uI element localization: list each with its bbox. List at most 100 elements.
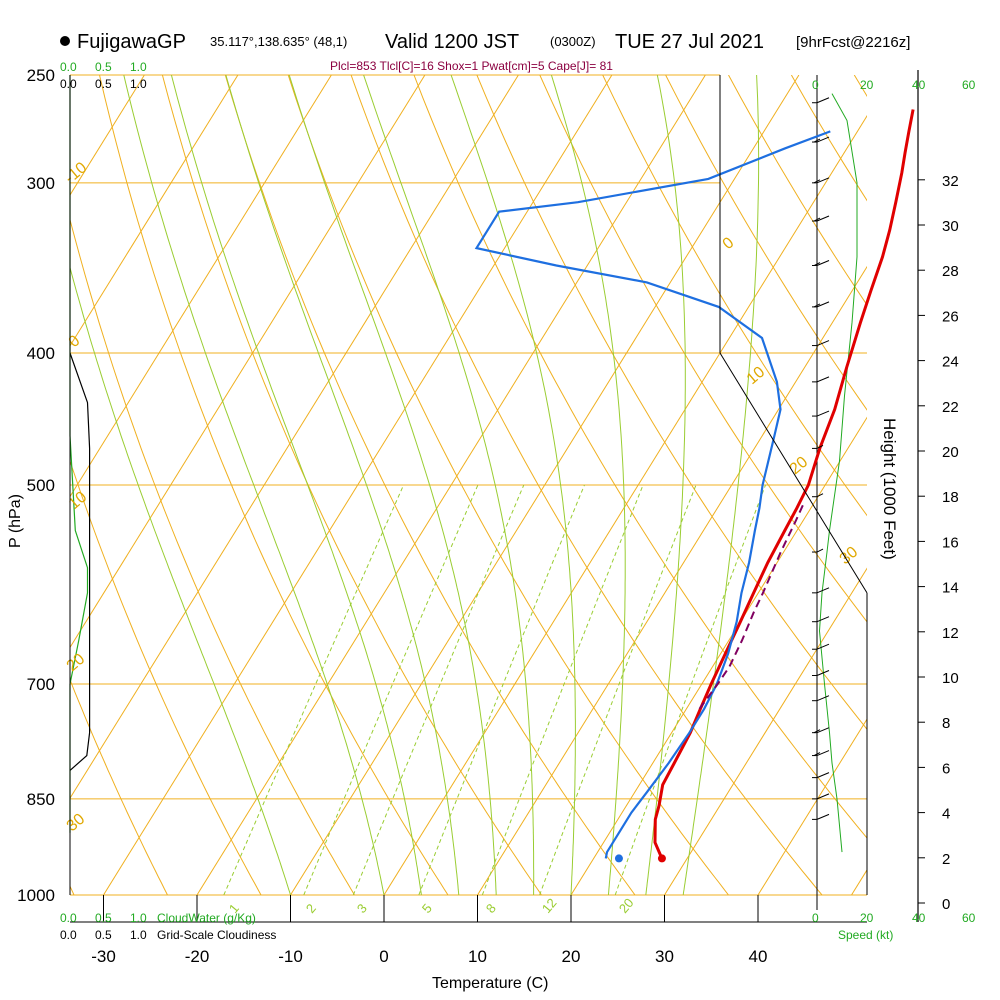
pressure-tick-label: 1000: [17, 886, 55, 905]
isotherm-label: 0: [720, 234, 738, 253]
wind-barb: [812, 813, 830, 820]
speed-scale-top-1: 20: [860, 78, 874, 92]
cloud-scale-bottom-black-1: 0.5: [95, 928, 112, 942]
height-tick-label: 30: [942, 218, 959, 235]
sounding-profiles: [474, 109, 915, 863]
speed-label: Speed (kt): [838, 928, 893, 942]
cloud-scale-bottom-green-1: 0.5: [95, 911, 112, 925]
dry-adiabat-line: [665, 75, 867, 411]
wind-barb-halfflag: [816, 548, 824, 553]
isotherm-line: [290, 75, 800, 895]
dry-adiabat-line: [70, 678, 168, 895]
mixing-ratio-line: [481, 484, 644, 895]
mixing-ratio-label: 12: [539, 895, 560, 916]
moist-adiabat-line: [170, 75, 422, 895]
speed-scale-bottom-0: 0: [812, 911, 819, 925]
dry-adiabat-line: [917, 75, 1000, 895]
wind-barb-flag: [816, 772, 830, 779]
surface-temperature-marker: [657, 854, 666, 863]
wind-barb-flag: [816, 215, 830, 222]
wind-barb: [812, 177, 830, 184]
cloud-scale-top-green-0: 0.0: [60, 60, 77, 74]
moist-adiabat-line: [550, 75, 626, 895]
cloudwater-line: [69, 75, 89, 833]
dry-adiabat-line: [350, 75, 823, 895]
isotherm-line: [70, 75, 519, 800]
mixing-ratio-label: 20: [616, 895, 637, 916]
parcel-line: [698, 502, 806, 710]
surface-dewpoint-marker: [614, 854, 623, 863]
isobar-lines: [70, 74, 867, 896]
height-tick-label: 10: [942, 670, 959, 687]
y-axis-label: P (hPa): [7, 494, 24, 548]
dry-adiabat-line: [476, 75, 867, 731]
height-tick-label: 6: [942, 760, 950, 777]
wind-barb-flag: [816, 695, 830, 702]
wind-barb: [812, 215, 830, 222]
wind-barb-flag: [816, 340, 830, 347]
height-axis-label: Height (1000 Feet): [880, 418, 899, 560]
dry-adiabat-line: [224, 75, 636, 895]
wind-barb: [812, 376, 830, 383]
wind-barb-flag: [816, 301, 830, 308]
cloud-scale-top-green-1: 0.5: [95, 60, 112, 74]
wind-barb-flag: [816, 813, 830, 820]
cloud-scale-bottom-green-0: 0.0: [60, 911, 77, 925]
temperature-tick-label: 20: [562, 947, 581, 966]
height-tick-label: 16: [942, 534, 959, 551]
wind-barb-flag: [816, 260, 830, 266]
speed-scale-bottom-3: 60: [962, 911, 976, 925]
wind-barbs: [812, 97, 830, 820]
moist-adiabat-line: [363, 75, 535, 895]
cloud-scale-top-green-2: 1.0: [130, 60, 147, 74]
wind-barb: [812, 548, 824, 553]
isotherm-line: [851, 869, 867, 895]
wind-barb: [812, 136, 830, 143]
isotherm-line: [757, 718, 867, 895]
wind-barb-halfflag: [813, 138, 821, 143]
height-tick-label: 8: [942, 715, 950, 732]
dry-adiabat-line: [980, 75, 1000, 895]
cloud-scale-bottom-black-0: 0.0: [60, 928, 77, 942]
wind-barb: [812, 97, 830, 104]
moist-adiabat-line: [450, 75, 576, 895]
moist-adiabat-line: [682, 75, 760, 895]
dewpoint-line: [474, 130, 831, 859]
wind-barb: [812, 616, 830, 623]
wind-barb: [812, 643, 830, 650]
speed-scale-bottom-1: 20: [860, 911, 874, 925]
wind-barb-flag: [816, 793, 830, 800]
wind-barb-halfflag: [813, 752, 821, 757]
wind-barb: [812, 750, 830, 757]
wind-barb-flag: [816, 670, 830, 676]
wind-barb-halfflag: [813, 217, 821, 222]
wind-barb: [812, 410, 830, 417]
wind-barb-halfflag: [813, 179, 821, 184]
valid-utc: (0300Z): [550, 34, 596, 49]
cloudiness-line: [69, 352, 91, 771]
speed-scale-top-3: 60: [962, 78, 976, 92]
height-tick-label: 24: [942, 354, 959, 371]
wind-barb: [812, 444, 824, 449]
height-tick-label: 14: [942, 580, 959, 597]
isotherm-line: [70, 75, 426, 649]
wind-speed-line: [818, 93, 858, 853]
wind-barb-halfflag: [813, 303, 821, 308]
wind-barb: [812, 695, 830, 702]
isotherm-label: 30: [837, 544, 862, 569]
isotherm-line: [477, 265, 867, 895]
dry-adiabat-line: [539, 75, 867, 623]
cloudwater-label: CloudWater (g/Kg): [157, 911, 256, 925]
temperature-tick-label: 40: [749, 947, 768, 966]
pressure-tick-label: 700: [27, 675, 55, 694]
speed-scale-top-2: 40: [912, 78, 926, 92]
station-name: FujigawaGP: [77, 31, 186, 53]
wind-barb: [812, 670, 830, 677]
isotherm-label: 20: [787, 454, 812, 479]
mixing-ratio-label: 3: [354, 901, 370, 916]
dry-adiabat-line: [161, 75, 542, 895]
forecast-info: [9hrFcst@2216z]: [796, 34, 910, 51]
height-tick-label: 2: [942, 851, 950, 868]
isotherm-line: [103, 75, 613, 895]
